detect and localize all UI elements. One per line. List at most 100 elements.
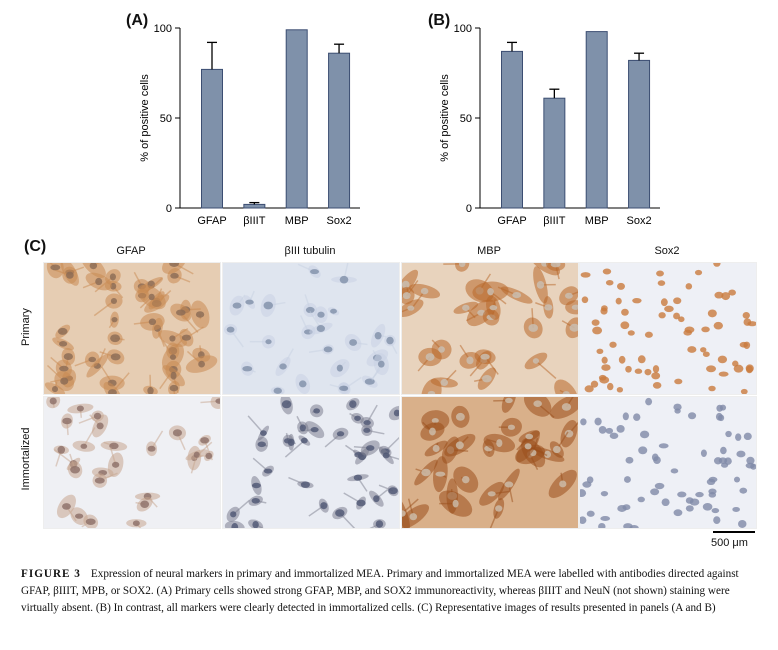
nucleus xyxy=(673,509,683,517)
nucleus xyxy=(739,487,748,494)
nucleus xyxy=(740,388,748,394)
nucleus xyxy=(651,372,661,380)
nucleus xyxy=(528,324,539,332)
nucleus xyxy=(565,292,573,299)
nucleus xyxy=(431,417,439,424)
nucleus xyxy=(407,305,415,311)
nucleus xyxy=(701,326,710,333)
cell-process xyxy=(484,356,499,375)
nucleus xyxy=(694,269,703,276)
nucleus xyxy=(700,449,707,458)
x-tick-label: βIIIT xyxy=(243,215,265,227)
cell-process xyxy=(252,457,269,472)
cell-process xyxy=(299,315,310,333)
nucleus xyxy=(695,491,704,498)
nucleus xyxy=(553,445,561,454)
nucleus xyxy=(713,457,723,465)
nucleus xyxy=(618,355,626,364)
nucleus xyxy=(700,347,707,353)
nucleus xyxy=(147,445,156,452)
nucleus xyxy=(373,495,380,503)
nucleus xyxy=(713,321,723,330)
nucleus xyxy=(438,346,445,353)
nucleus xyxy=(195,311,205,318)
nucleus xyxy=(169,384,179,392)
figure-caption: FIGURE 3 Expression of neural markers in … xyxy=(21,566,761,617)
nucleus xyxy=(356,499,366,507)
nucleus xyxy=(281,400,292,409)
nucleus xyxy=(57,327,68,335)
nucleus xyxy=(170,272,179,279)
nucleus xyxy=(683,329,692,336)
y-tick-label: 50 xyxy=(460,113,472,125)
nucleus xyxy=(670,468,679,474)
nucleus xyxy=(536,280,545,289)
nucleus xyxy=(58,341,68,347)
nucleus xyxy=(421,468,431,477)
nucleus xyxy=(300,481,310,488)
nucleus xyxy=(435,471,446,477)
nucleus xyxy=(349,339,358,346)
micrograph-image xyxy=(44,263,218,394)
nucleus xyxy=(569,323,578,332)
cell-process xyxy=(190,454,198,474)
nucleus xyxy=(110,334,121,343)
nucleus xyxy=(107,389,117,394)
nucleus xyxy=(313,408,321,414)
x-tick-label: MBP xyxy=(285,215,309,227)
nucleus xyxy=(298,380,307,388)
micrograph-image xyxy=(580,397,756,528)
nucleus xyxy=(586,476,594,484)
nucleus xyxy=(57,445,66,454)
nucleus xyxy=(645,397,653,406)
nucleus xyxy=(495,505,503,512)
nucleus xyxy=(623,476,631,483)
nucleus xyxy=(687,412,697,420)
nucleus xyxy=(652,382,662,389)
nucleus xyxy=(245,299,254,305)
nucleus xyxy=(363,427,371,433)
nucleus xyxy=(480,353,490,360)
nucleus xyxy=(260,430,267,436)
bar xyxy=(543,97,566,209)
nucleus xyxy=(728,289,736,296)
nucleus xyxy=(231,523,239,528)
column-header-gfap: GFAP xyxy=(116,245,146,257)
nucleus xyxy=(66,271,74,279)
micrograph-image xyxy=(224,263,398,394)
nucleus xyxy=(615,297,622,305)
caption-text: Expression of neural markers in primary … xyxy=(21,568,739,614)
micrograph-immortalized-4 xyxy=(579,396,757,529)
nucleus xyxy=(336,431,345,437)
nucleus xyxy=(673,312,681,320)
nucleus xyxy=(633,413,641,421)
nucleus xyxy=(733,476,741,483)
nucleus xyxy=(654,482,665,490)
nucleus xyxy=(584,385,594,393)
x-tick-label: Sox2 xyxy=(327,215,352,227)
nucleus xyxy=(88,356,97,363)
nucleus xyxy=(714,291,724,299)
nucleus xyxy=(310,427,319,433)
nucleus xyxy=(673,403,682,411)
nucleus xyxy=(685,505,694,512)
nucleus xyxy=(657,280,666,286)
nucleus xyxy=(580,516,587,524)
nucleus xyxy=(650,488,660,496)
nucleus xyxy=(746,365,753,374)
nucleus xyxy=(111,316,118,323)
nucleus xyxy=(601,356,608,364)
micrograph-primary-3 xyxy=(401,262,579,395)
nucleus xyxy=(94,477,105,484)
nucleus xyxy=(600,490,609,497)
nucleus xyxy=(590,380,599,388)
scale-bar xyxy=(713,531,755,533)
cell-process xyxy=(135,522,142,528)
nucleus xyxy=(93,412,102,420)
bar-chart-b: 0 50 100 % of positive cells GFAP βIIIT MBP Sox… xyxy=(439,23,660,227)
nucleus xyxy=(717,355,728,364)
nucleus xyxy=(702,503,713,511)
cell-process xyxy=(247,415,264,434)
nucleus xyxy=(598,522,606,528)
nucleus xyxy=(49,397,57,405)
